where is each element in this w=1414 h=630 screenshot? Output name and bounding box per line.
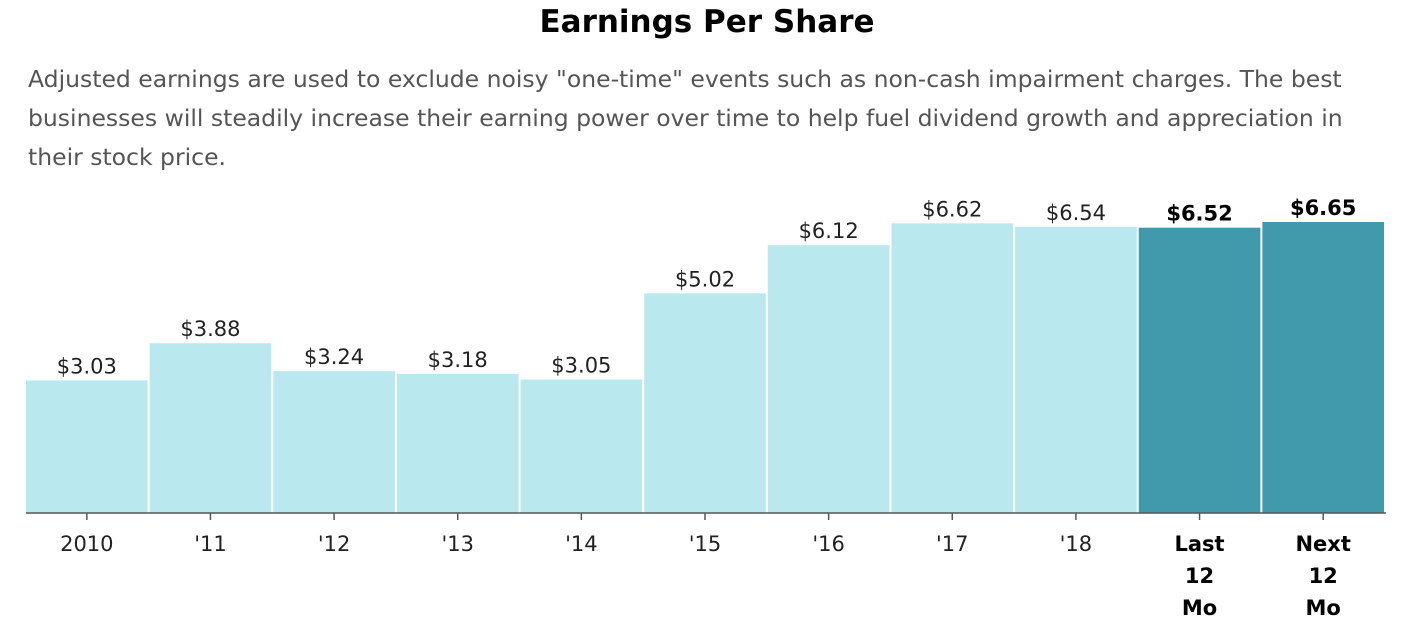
chart-subtitle: Adjusted earnings are used to exclude no…	[28, 65, 1343, 171]
bar-value-label-6: $6.12	[799, 219, 859, 243]
bar-value-label-4: $3.05	[551, 354, 611, 378]
x-tick-label-4: '14	[565, 532, 598, 556]
x-tick-label-3: '13	[441, 532, 474, 556]
bar-3	[396, 373, 519, 513]
x-tick-label-6: '16	[812, 532, 845, 556]
value-labels-group: $3.03 $3.88 $3.24 $3.18 $3.05 $5.02 $6.12 $6.62…	[57, 196, 1357, 378]
bar-1	[149, 343, 272, 513]
bar-6	[767, 245, 890, 513]
bar-value-label-1: $3.88	[180, 317, 240, 341]
chart-title: Earnings Per Share	[539, 4, 875, 40]
x-tick-label-0: 2010	[60, 532, 113, 556]
bar-10	[1262, 222, 1384, 513]
bar-2	[273, 371, 395, 513]
x-tick-label-8: '18	[1060, 532, 1093, 556]
bar-0	[26, 380, 148, 513]
bar-value-label-0: $3.03	[57, 354, 117, 378]
bar-value-label-9: $6.52	[1166, 202, 1232, 226]
x-axis-ticks	[86, 513, 1324, 520]
bar-8	[1015, 226, 1137, 513]
bar-value-label-2: $3.24	[304, 345, 364, 369]
bar-value-label-7: $6.62	[922, 197, 982, 221]
x-tick-label-9: Last 12 Mo	[1175, 532, 1225, 620]
bar-9	[1138, 227, 1261, 513]
bar-value-label-3: $3.18	[428, 348, 488, 372]
x-tick-label-2: '12	[318, 532, 351, 556]
bar-value-label-8: $6.54	[1046, 201, 1106, 225]
bar-5	[644, 293, 766, 513]
bar-value-label-10: $6.65	[1290, 196, 1356, 220]
x-tick-label-7: '17	[936, 532, 969, 556]
x-tick-label-1: '11	[194, 532, 227, 556]
x-tick-label-10: Next 12 Mo	[1295, 532, 1350, 620]
x-axis-tick-labels: 2010 '11 '12 '13 '14 '15 '16 '17 '18 Last 12 Mo Next…	[60, 532, 1351, 620]
bar-4	[520, 379, 643, 513]
bars-group	[26, 222, 1384, 513]
bar-value-label-5: $5.02	[675, 267, 735, 291]
bar-7	[891, 223, 1014, 513]
x-tick-label-5: '15	[689, 532, 722, 556]
